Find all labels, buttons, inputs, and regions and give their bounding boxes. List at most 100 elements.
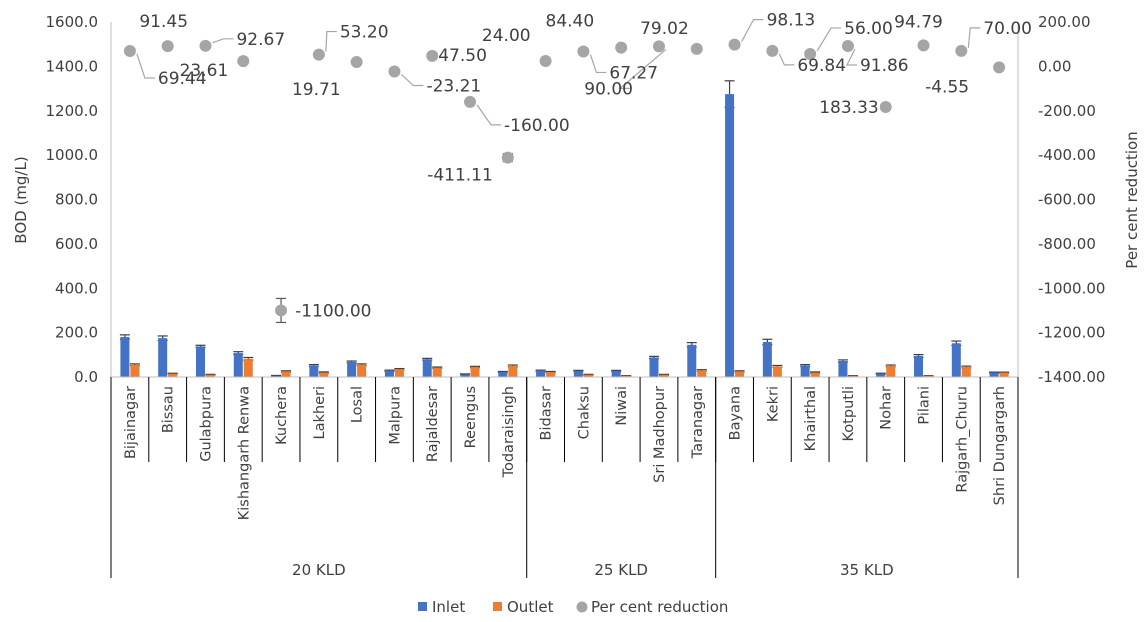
pct-point-10 <box>501 151 514 164</box>
leader-line <box>845 48 857 66</box>
inlet-bar-19 <box>838 361 848 377</box>
y-tick-label: 600.0 <box>55 235 98 253</box>
outlet-bar-13 <box>621 375 631 377</box>
legend-label-2: Per cent reduction <box>591 598 728 616</box>
outlet-bar-9 <box>470 367 480 377</box>
legend: Inlet Outlet Per cent reduction <box>418 598 728 616</box>
outlet-bar-6 <box>357 364 367 377</box>
y-tick-label: 200.0 <box>55 324 98 342</box>
category-label-20: Nohar <box>879 386 895 430</box>
inlet-bar-16 <box>725 94 735 377</box>
leader-line <box>212 38 234 44</box>
category-label-4: Kuchera <box>274 386 290 445</box>
category-label-16: Bayana <box>728 386 744 440</box>
pct-point-0 <box>123 44 136 57</box>
inlet-bar-21 <box>914 355 924 377</box>
outlet-bar-16 <box>735 371 745 377</box>
inlet-bar-1 <box>158 338 168 377</box>
category-label-13: Niwai <box>614 386 630 426</box>
legend-marker-1 <box>493 602 502 611</box>
pct-data-label-0: 69.44 <box>158 69 207 89</box>
category-label-9: Reengus <box>463 386 479 448</box>
outlet-bar-20 <box>886 365 896 377</box>
pct-point-8 <box>426 49 439 62</box>
inlet-bar-2 <box>195 346 205 377</box>
outlet-bar-11 <box>546 372 556 377</box>
group-label-0: 20 KLD <box>292 561 346 579</box>
outlet-bar-21 <box>924 375 934 377</box>
legend-label-0: Inlet <box>432 598 465 616</box>
pct-point-5 <box>312 48 325 61</box>
pct-data-label-18: 56.00 <box>844 19 893 39</box>
outlet-bar-0 <box>130 364 140 377</box>
pct-data-label-12: 67.27 <box>609 63 658 83</box>
y2-tick-label: -400.00 <box>1038 146 1096 164</box>
pct-point-2 <box>199 39 212 52</box>
pct-data-label-16: 98.13 <box>767 11 816 31</box>
y-tick-label: 1600.0 <box>46 13 99 31</box>
pct-data-label-4: -1100.00 <box>295 301 371 321</box>
y-tick-label: 1400.0 <box>46 57 99 75</box>
category-label-10: Todaraisingh <box>501 386 517 478</box>
leader-line <box>476 104 502 126</box>
inlet-bar-22 <box>951 343 961 377</box>
leader-line <box>741 19 764 42</box>
category-label-1: Bissau <box>161 386 177 433</box>
pct-data-label-1: 91.45 <box>139 12 188 32</box>
pct-data-label-23: -4.55 <box>925 77 969 97</box>
pct-point-13 <box>615 41 628 54</box>
pct-data-label-8: 47.50 <box>438 46 487 66</box>
outlet-bar-14 <box>659 374 669 377</box>
pct-point-22 <box>955 44 968 57</box>
outlet-bar-18 <box>810 372 820 377</box>
category-label-22: Rajgarh_Churu <box>954 386 970 493</box>
pct-point-15 <box>690 42 703 55</box>
pct-data-label-22: 70.00 <box>983 19 1032 39</box>
leader-line <box>589 54 607 74</box>
inlet-bar-15 <box>687 344 697 377</box>
pct-data-label-14: 90.00 <box>584 79 633 99</box>
inlet-bar-14 <box>649 357 659 377</box>
outlet-bar-1 <box>168 373 178 377</box>
category-label-19: Kotputli <box>841 386 857 441</box>
outlet-bar-23 <box>999 372 1009 377</box>
category-label-6: Losal <box>350 386 366 423</box>
y-tick-label: 800.0 <box>55 191 98 209</box>
pct-data-label-15: 79.02 <box>640 19 689 39</box>
outlet-bar-5 <box>319 372 329 377</box>
outlet-bar-8 <box>432 367 442 377</box>
pct-data-label-11: 24.00 <box>482 26 531 46</box>
inlet-bar-18 <box>800 365 810 377</box>
y2-tick-label: 0.00 <box>1038 57 1071 75</box>
pct-point-6 <box>350 56 363 69</box>
pct-point-7 <box>388 65 401 78</box>
leader-line <box>618 48 667 90</box>
pct-point-19 <box>841 39 854 52</box>
inlet-bar-7 <box>384 370 394 377</box>
pct-point-11 <box>539 55 552 68</box>
pct-data-label-13: 84.40 <box>546 12 595 32</box>
inlet-bar-20 <box>876 373 886 377</box>
outlet-bar-15 <box>697 370 707 377</box>
y-tick-label: 400.0 <box>55 279 98 297</box>
pct-point-23 <box>993 61 1006 74</box>
category-label-3: Kishangarh Renwa <box>236 386 252 520</box>
leader-line <box>325 30 337 52</box>
category-label-0: Bijainagar <box>123 386 139 459</box>
pct-point-14 <box>652 40 665 53</box>
leader-line <box>816 27 842 52</box>
pct-point-9 <box>464 95 477 108</box>
outlet-bar-19 <box>848 375 858 377</box>
inlet-bar-10 <box>498 372 508 377</box>
inlet-bar-0 <box>120 337 130 377</box>
pct-point-20 <box>879 101 892 114</box>
pct-point-1 <box>161 40 174 53</box>
pct-point-4 <box>275 304 288 317</box>
pct-data-label-7: -23.21 <box>426 77 481 97</box>
outlet-bar-10 <box>508 365 518 377</box>
category-label-8: Rajaldesar <box>425 386 441 462</box>
leader-line <box>778 53 795 66</box>
outlet-bar-4 <box>281 371 291 377</box>
pct-data-label-5: 53.20 <box>340 23 389 43</box>
leader-line <box>401 74 424 87</box>
